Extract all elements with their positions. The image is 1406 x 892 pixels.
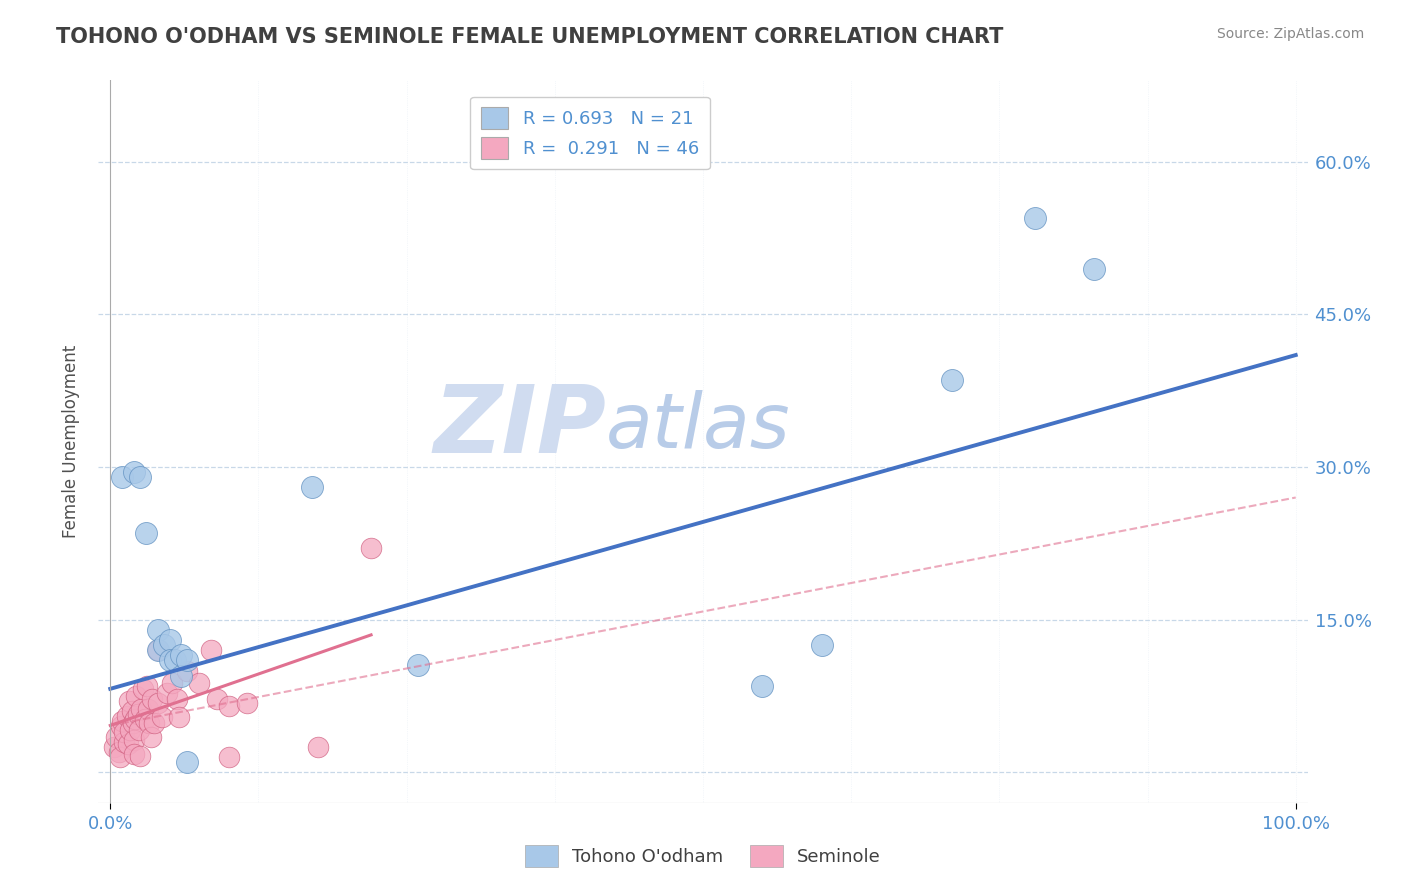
Point	[125, 689, 148, 703]
Point	[176, 653, 198, 667]
Point	[118, 694, 141, 708]
Point	[134, 712, 156, 726]
Point	[122, 732, 145, 747]
Point	[170, 668, 193, 682]
Legend: Tohono O'odham, Seminole: Tohono O'odham, Seminole	[517, 838, 889, 874]
Point	[107, 745, 129, 759]
Point	[146, 643, 169, 657]
Point	[160, 675, 183, 690]
Point	[751, 679, 773, 693]
Point	[218, 699, 240, 714]
Point	[139, 730, 162, 744]
Point	[1083, 261, 1105, 276]
Point	[152, 638, 174, 652]
Text: ZIP: ZIP	[433, 381, 606, 473]
Point	[176, 664, 198, 678]
Point	[143, 716, 166, 731]
Point	[110, 719, 132, 733]
Legend: R = 0.693   N = 21, R =  0.291   N = 46: R = 0.693 N = 21, R = 0.291 N = 46	[470, 96, 710, 169]
Point	[307, 739, 329, 754]
Point	[111, 470, 134, 484]
Point	[176, 755, 198, 769]
Point	[408, 658, 430, 673]
Point	[103, 739, 125, 754]
Point	[129, 470, 152, 484]
Y-axis label: Female Unemployment: Female Unemployment	[62, 345, 80, 538]
Point	[235, 696, 257, 710]
Point	[122, 747, 145, 761]
Point	[810, 638, 832, 652]
Text: atlas: atlas	[606, 390, 790, 464]
Point	[1024, 211, 1046, 225]
Point	[114, 735, 136, 749]
Point	[170, 648, 193, 663]
Point	[360, 541, 382, 556]
Point	[122, 465, 145, 479]
Point	[159, 653, 181, 667]
Point	[129, 702, 152, 716]
Point	[136, 702, 159, 716]
Point	[218, 750, 240, 764]
Point	[105, 730, 128, 744]
Point	[167, 710, 190, 724]
Point	[941, 374, 963, 388]
Point	[121, 704, 143, 718]
Point	[200, 643, 222, 657]
Point	[129, 749, 152, 764]
Point	[124, 712, 146, 726]
Point	[205, 692, 228, 706]
Point	[135, 526, 157, 541]
Point	[111, 714, 134, 729]
Point	[165, 653, 187, 667]
Point	[127, 707, 149, 722]
Point	[117, 737, 139, 751]
Point	[188, 675, 211, 690]
Point	[114, 724, 136, 739]
Point	[166, 692, 188, 706]
Point	[138, 716, 160, 731]
Point	[146, 623, 169, 637]
Point	[152, 710, 174, 724]
Point	[115, 709, 138, 723]
Point	[136, 679, 159, 693]
Text: Source: ZipAtlas.com: Source: ZipAtlas.com	[1216, 27, 1364, 41]
Point	[301, 480, 323, 494]
Point	[159, 632, 181, 647]
Point	[141, 692, 163, 706]
Text: TOHONO O'ODHAM VS SEMINOLE FEMALE UNEMPLOYMENT CORRELATION CHART: TOHONO O'ODHAM VS SEMINOLE FEMALE UNEMPL…	[56, 27, 1004, 46]
Point	[132, 681, 155, 696]
Point	[121, 716, 143, 731]
Point	[120, 723, 142, 737]
Point	[156, 686, 179, 700]
Point	[128, 723, 150, 737]
Point	[108, 750, 131, 764]
Point	[146, 696, 169, 710]
Point	[146, 643, 169, 657]
